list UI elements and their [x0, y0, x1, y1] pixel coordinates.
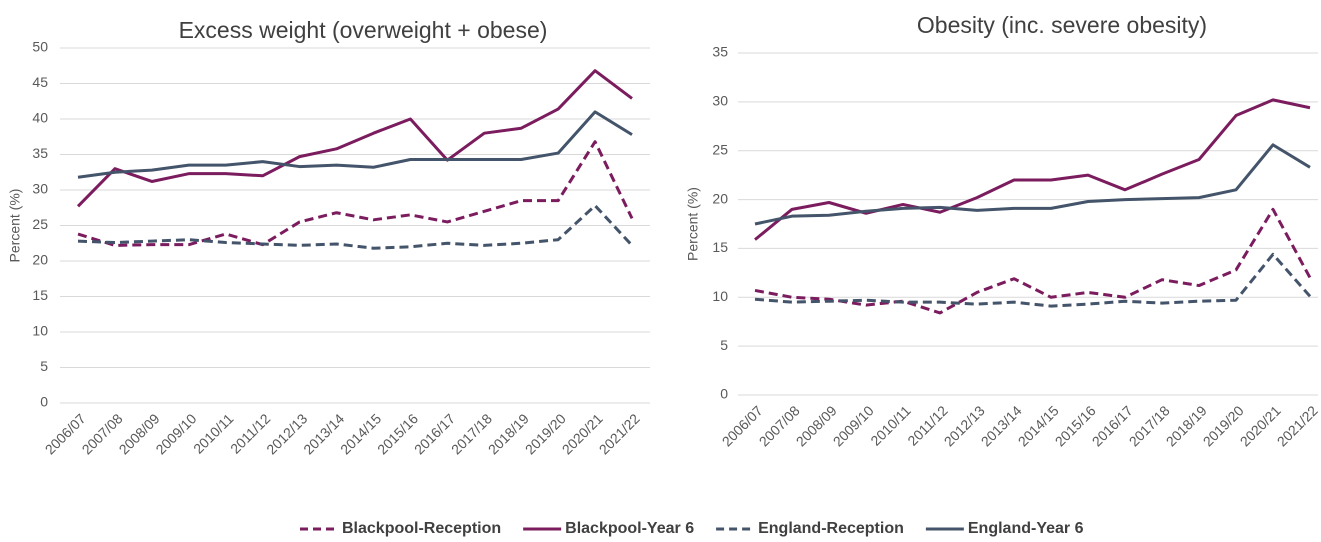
y-tick-label: 10: [712, 288, 728, 304]
y-tick-label: 15: [32, 287, 48, 303]
y-tick-label: 40: [32, 110, 48, 126]
series-line: [77, 140, 634, 247]
series-line: [77, 204, 634, 250]
series-line: [754, 98, 1311, 241]
legend-label: England-Reception: [758, 520, 904, 537]
legend-label: England-Year 6: [968, 520, 1084, 537]
x-tick-label: 2009/10: [152, 410, 199, 457]
y-tick-label: 20: [32, 252, 48, 268]
series-line: [77, 110, 633, 179]
series-line: [754, 207, 1312, 315]
series-line: [754, 143, 1311, 226]
y-tick-label: 0: [720, 386, 728, 402]
x-tick-label: 2009/10: [830, 402, 877, 449]
y-tick-label: 35: [32, 145, 48, 161]
y-tick-label: 0: [40, 394, 48, 410]
y-tick-label: 15: [712, 239, 728, 255]
legend-label: Blackpool-Reception: [342, 520, 501, 537]
y-tick-label: 10: [32, 323, 48, 339]
y-tick-label: 5: [40, 358, 48, 374]
y-tick-label: 50: [32, 39, 48, 55]
y-tick-label: 45: [32, 74, 48, 90]
y-tick-label: 30: [712, 93, 728, 109]
x-tick-label: 2010/11: [190, 410, 237, 457]
legend-label: Blackpool-Year 6: [565, 520, 694, 537]
y-tick-label: 35: [712, 44, 728, 60]
series-line: [754, 252, 1312, 308]
y-tick-label: 5: [720, 337, 728, 353]
y-tick-label: 30: [32, 181, 48, 197]
chart-title: Excess weight (overweight + obese): [179, 17, 548, 43]
y-tick-label: 25: [32, 216, 48, 232]
chart-title: Obesity (inc. severe obesity): [917, 12, 1207, 38]
y-tick-label: 20: [712, 190, 728, 206]
y-axis-label: Percent (%): [685, 187, 701, 261]
y-axis-label: Percent (%): [7, 189, 23, 263]
y-tick-label: 25: [712, 141, 728, 157]
series-line: [76, 69, 633, 208]
x-tick-label: 2021/22: [1274, 402, 1321, 449]
x-tick-label: 2021/22: [596, 410, 643, 457]
x-tick-label: 2010/11: [867, 402, 914, 449]
